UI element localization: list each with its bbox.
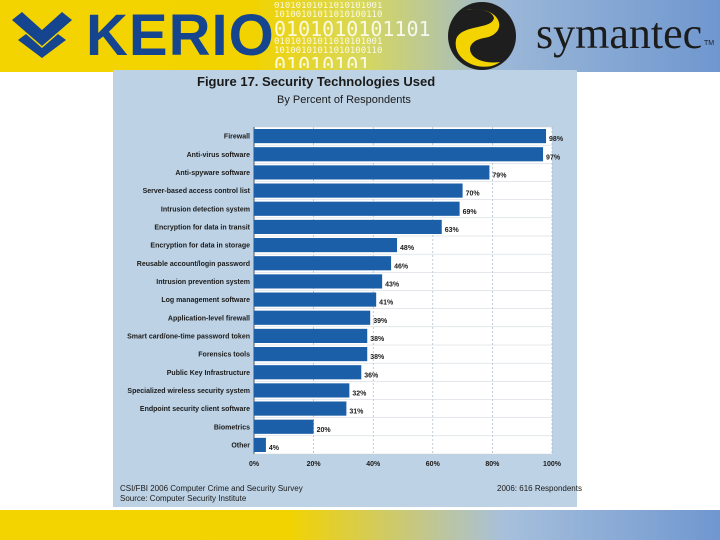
bar [254, 419, 314, 434]
trademark-mark: TM [704, 40, 715, 47]
chart-source-note: CSI/FBI 2006 Computer Crime and Security… [120, 484, 303, 504]
bar [254, 437, 266, 453]
value-label: 69% [463, 209, 478, 216]
value-label: 38% [370, 354, 385, 361]
value-label: 48% [400, 245, 415, 252]
value-label: 98% [549, 136, 564, 143]
bar [254, 219, 442, 235]
x-tick-label: 80% [485, 461, 500, 468]
value-label: 63% [445, 227, 460, 234]
value-label: 46% [394, 263, 409, 270]
category-label: Reusable account/login password [137, 261, 250, 268]
binary-line: 10100101011010100110 [274, 46, 383, 56]
bar [254, 328, 368, 344]
tick-label-layer: 0% 20% 40% 60% 80% 100% [249, 461, 562, 468]
value-label: 36% [364, 372, 379, 379]
category-label: Biometrics [214, 424, 250, 431]
category-label: Intrusion detection system [161, 206, 250, 213]
value-label: 79% [492, 172, 507, 179]
category-label: Intrusion prevention system [156, 279, 250, 286]
figure-panel: Firewall Anti-virus software Anti-spyware … [113, 70, 582, 507]
bar [254, 237, 398, 253]
category-label-layer: Firewall Anti-virus software Anti-spyware … [127, 134, 251, 450]
binary-line-large: 01010101 [274, 53, 371, 68]
kerio-chevron-logo-icon [12, 12, 72, 58]
category-label: Encryption for data in storage [150, 243, 250, 250]
binary-line: 01010101011010101001 [274, 2, 383, 11]
category-label: Encryption for data in transit [154, 224, 250, 231]
bottom-banner [0, 510, 720, 540]
symantec-logo-text: symantec [536, 9, 703, 58]
value-label: 39% [373, 318, 388, 325]
category-label: Server-based access control list [143, 188, 251, 195]
category-label: Endpoint security client software [140, 406, 250, 413]
value-label: 4% [269, 445, 280, 452]
category-label: Other [231, 442, 250, 449]
value-label: 43% [385, 281, 400, 288]
bar-layer [254, 128, 547, 453]
respondents-note: 2006: 616 Respondents [497, 484, 582, 493]
value-label: 38% [370, 336, 385, 343]
x-tick-label: 60% [426, 461, 441, 468]
binary-line-large: 0101010101101 [274, 17, 431, 41]
value-label: 70% [466, 191, 481, 198]
category-label: Firewall [224, 134, 250, 141]
bar [254, 365, 362, 380]
source-line-2: Source: Computer Security Institute [120, 494, 247, 503]
symantec-globe-logo-icon [448, 2, 516, 70]
category-label: Public Key Infrastructure [167, 370, 250, 377]
category-label: Anti-virus software [187, 152, 251, 159]
binary-line: 10100101011010100110 [274, 10, 383, 20]
bar [254, 183, 463, 198]
bar [254, 383, 350, 398]
bar [254, 147, 544, 162]
bar [254, 401, 347, 416]
value-label-layer: 98% 97% 79% 70% 69% 63% 48% 46% 43% 41% 39% 38% 38% 3… [269, 136, 564, 452]
category-label: Application-level firewall [168, 315, 250, 322]
bar-chart: Firewall Anti-virus software Anti-spyware … [127, 126, 564, 468]
value-label: 31% [349, 409, 364, 416]
x-tick-label: 40% [366, 461, 381, 468]
category-label: Anti-spyware software [175, 170, 250, 177]
value-label: 41% [379, 300, 394, 307]
value-label: 32% [352, 390, 367, 397]
bar [254, 256, 392, 271]
bar [254, 292, 377, 307]
category-label: Specialized wireless security system [127, 388, 250, 395]
category-label: Smart card/one-time password token [127, 333, 250, 340]
grid-layer [253, 126, 553, 455]
value-label: 20% [317, 427, 332, 434]
category-label: Forensics tools [198, 352, 250, 359]
bar [254, 274, 383, 289]
header-banner: KERIO 01010101011010101001 1010010101101… [0, 0, 720, 72]
bar [254, 201, 460, 216]
chart-subtitle: By Percent of Respondents [277, 94, 411, 106]
bar [254, 310, 371, 325]
kerio-logo-text: KERIO [86, 3, 275, 68]
x-tick-label: 100% [543, 461, 562, 468]
bar [254, 128, 547, 144]
bar [254, 346, 368, 362]
x-tick-label: 20% [307, 461, 322, 468]
binary-decoration: 01010101011010101001 1010010101101010011… [274, 2, 474, 68]
source-line-1: CSI/FBI 2006 Computer Crime and Security… [120, 484, 303, 493]
binary-line: 01010101011010101001 [274, 37, 383, 47]
x-tick-label: 0% [249, 461, 260, 468]
value-label: 97% [546, 154, 561, 161]
category-label: Log management software [161, 297, 250, 304]
bar [254, 165, 490, 180]
chart-title: Figure 17. Security Technologies Used [197, 74, 436, 89]
